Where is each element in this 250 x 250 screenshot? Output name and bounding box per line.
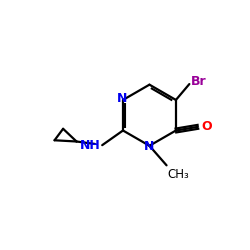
Text: N: N — [144, 140, 155, 153]
Text: Br: Br — [190, 74, 206, 88]
Text: NH: NH — [80, 139, 101, 152]
Text: CH₃: CH₃ — [168, 168, 190, 181]
Text: N: N — [116, 92, 127, 105]
Text: O: O — [201, 120, 212, 133]
